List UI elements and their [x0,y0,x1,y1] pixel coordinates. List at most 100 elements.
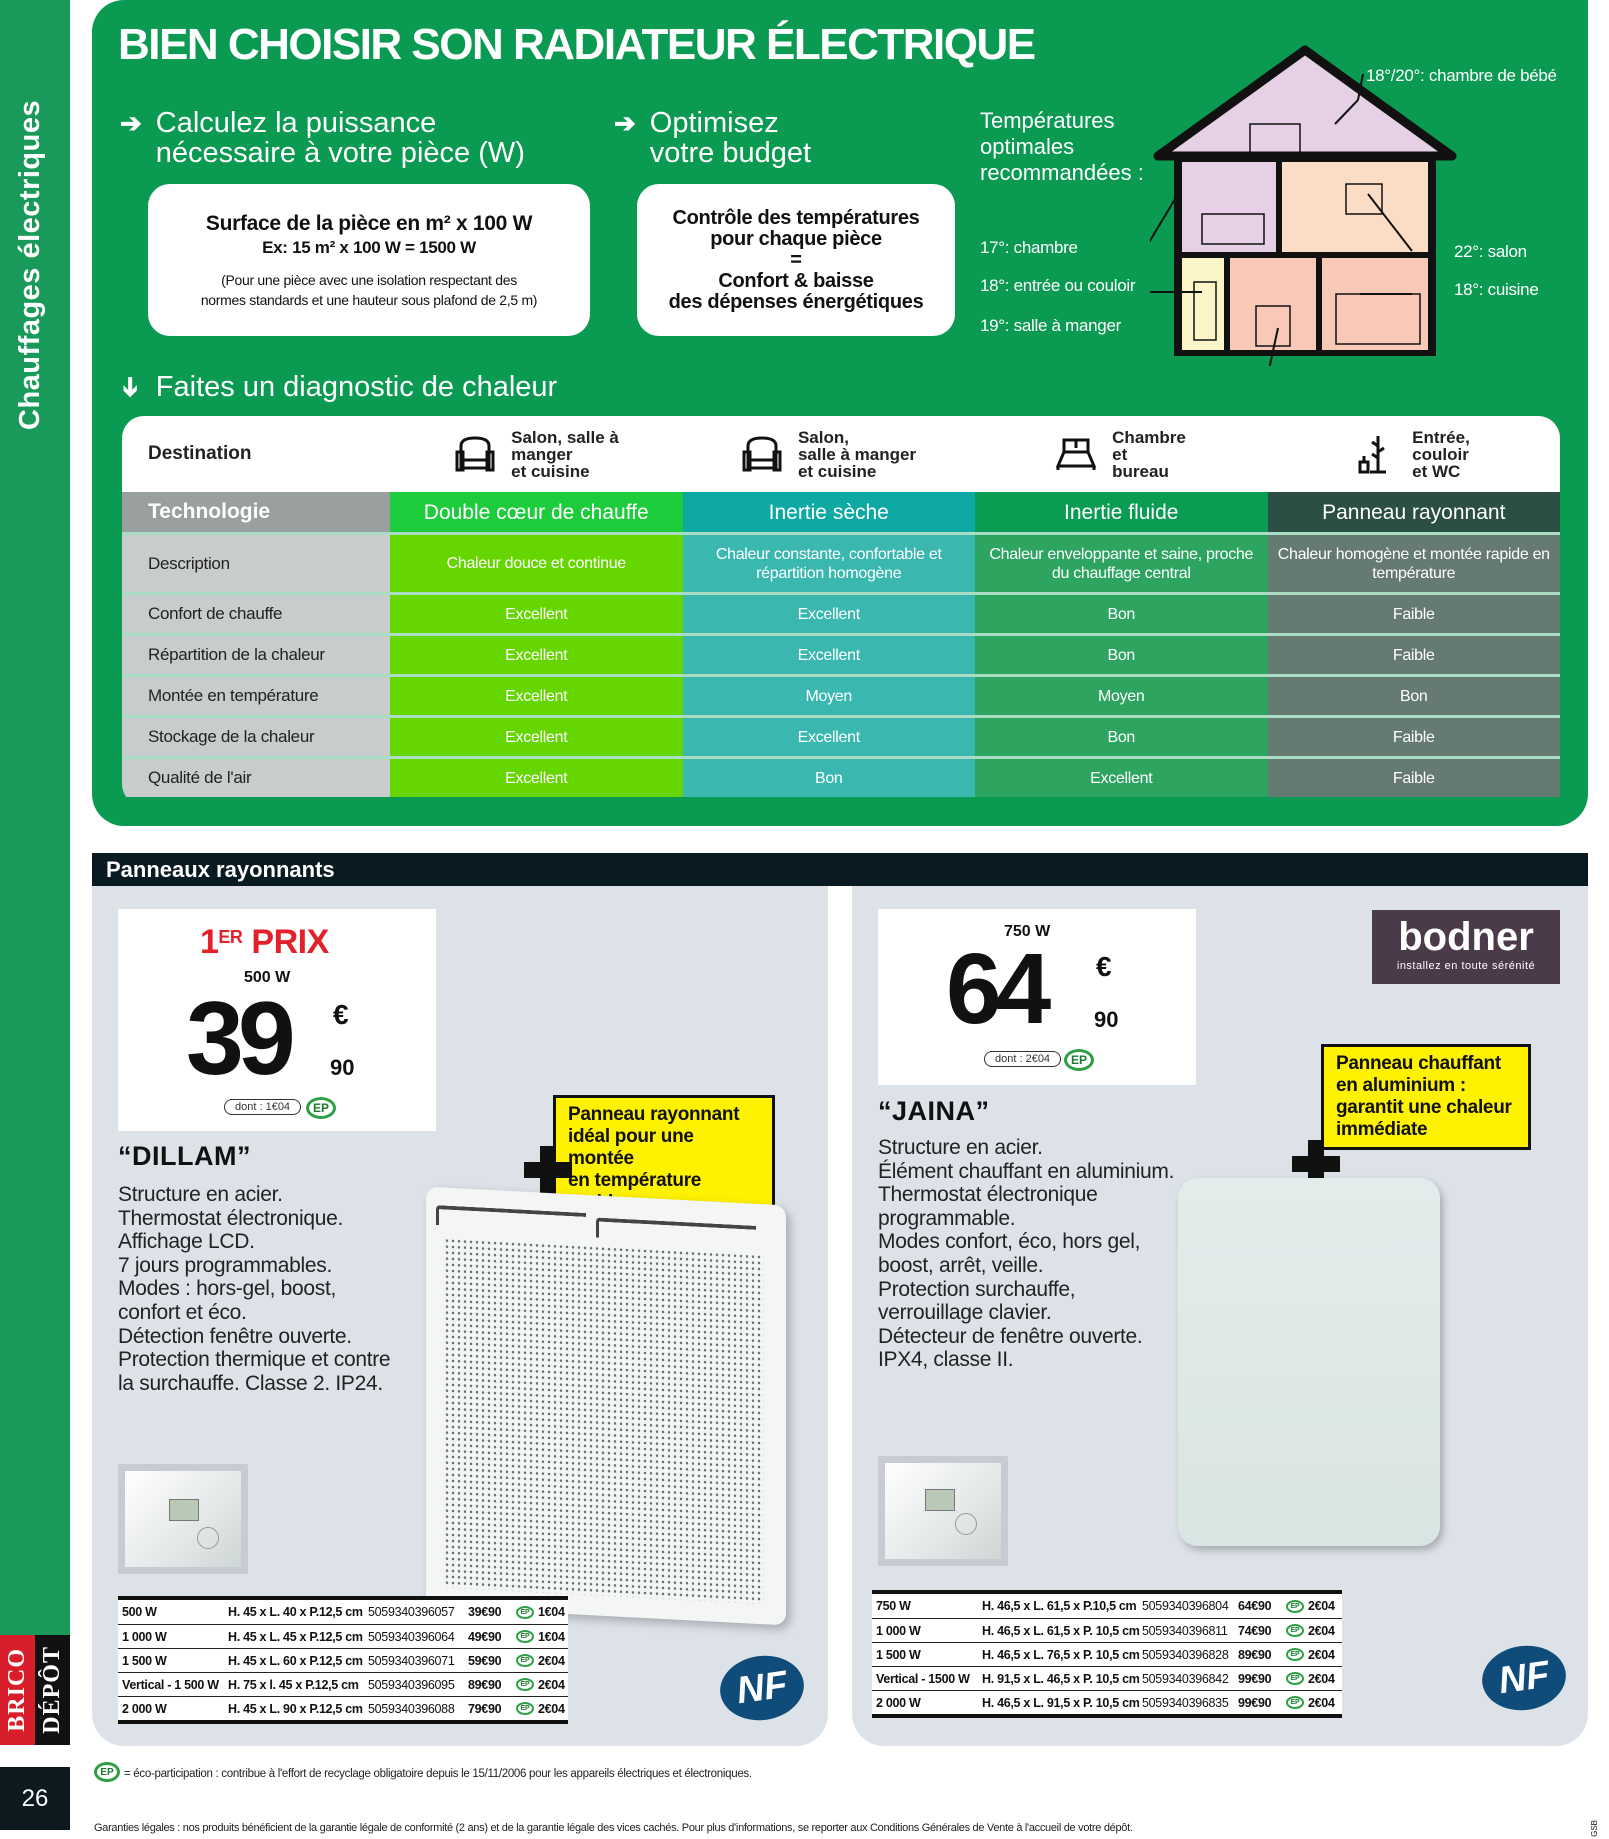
spec-power: 1 500 W [876,1647,921,1662]
destination-cell: Salon, salle à manger et cuisine [682,416,974,492]
arrow-right-icon: ➔ [120,108,142,138]
temp-label-living: 22°: salon [1454,242,1527,261]
spec-price: 74€90 [1238,1623,1272,1638]
spec-eco: 1€04 [538,1605,565,1619]
spec-dimensions: H. 45 x L. 60 x P.12,5 cm [228,1653,363,1668]
spec-row: 1 500 W H. 46,5 x L. 76,5 x P. 10,5 cm 505… [872,1642,1342,1666]
thermostat-thumbnail [118,1464,248,1574]
logo-text-top: BRICO [4,1648,30,1732]
spec-power: 2 000 W [876,1695,921,1710]
spec-table: 750 W H. 46,5 x L. 61,5 x P.10,5 cm 505934… [872,1590,1342,1718]
spec-power: 2 000 W [122,1701,167,1716]
heading-line: votre budget [649,137,812,169]
cell: Bon [1267,677,1560,715]
eco-participation-note: = éco-participation : contribue à l'effo… [124,1768,752,1780]
price-power: 750 W [1004,923,1051,940]
formula-text: Surface de la pièce en m² x 100 W [205,212,533,235]
badge-sup: ER [218,927,243,947]
product-card-dillam: 1ER PRIX 500 W 39 € 90 dont : 1€04 EP “D… [92,886,828,1746]
spec-row: 500 W H. 45 x L. 40 x P.12,5 cm 5059340396… [118,1600,568,1624]
budget-equals: = [790,248,802,271]
spec-row: Vertical - 1 500 W H. 75 x l. 45 x P.12,5… [118,1672,568,1696]
price-cents: 90 [1094,1007,1119,1032]
badge-number: 1 [200,923,219,961]
cell: Faible [1267,595,1560,633]
spec-row: Vertical - 1500 W H. 91,5 x L. 46,5 x P. … [872,1666,1342,1690]
cell: Chaleur homogène et montée rapide en tem… [1267,535,1560,592]
spec-eco: 2€04 [1308,1695,1335,1710]
thermostat-thumbnail [878,1456,1008,1566]
spec-ean: 5059340396057 [368,1605,455,1619]
formula-note: (Pour une pièce avec une isolation respe… [221,272,517,288]
cell: Faible [1267,718,1560,756]
table-row: Stockage de la chaleur Excellent Excelle… [122,715,1560,756]
product-description: Structure en acier. Élément chauffant en… [878,1136,1175,1372]
spec-eco: 2€04 [538,1677,565,1692]
price-currency: € [1096,951,1112,982]
cell: Excellent [390,677,683,715]
destination-text: Salon, salle à manger et cuisine [797,427,917,481]
spec-row: 2 000 W H. 46,5 x L. 91,5 x P. 10,5 cm 505… [872,1690,1342,1714]
nf-certification-icon: NF [1477,1640,1571,1716]
eco-participation: dont : 2€04 [984,1051,1062,1067]
ep-icon: EP [1286,1599,1304,1613]
spec-power: 1 000 W [122,1629,167,1644]
spec-dimensions: H. 45 x L. 40 x P.12,5 cm [228,1605,363,1619]
destination-text: Chambre et bureau [1112,427,1186,481]
spec-price: 89€90 [1238,1647,1272,1662]
page-title: BIEN CHOISIR SON RADIATEUR ÉLECTRIQUE [118,20,1036,69]
arrow-right-icon: ➔ [614,108,636,138]
temp-label-baby-room: 18°/20°: chambre de bébé [1366,66,1557,85]
budget-text: des dépenses énergétiques [668,290,924,313]
ep-icon: EP [516,1702,534,1715]
spec-price: 89€90 [468,1677,502,1692]
spec-ean: 5059340396071 [368,1653,455,1668]
power-formula-box: Surface de la pièce en m² x 100 W Ex: 15… [148,184,590,336]
cell: Faible [1267,636,1560,674]
cell: Bon [975,636,1268,674]
arrow-down-icon: ➔ [115,376,146,398]
spec-dimensions: H. 91,5 x L. 46,5 x P. 10,5 cm [982,1671,1140,1686]
product-card-jaina: 750 W 64 € 90 dont : 2€04 EP bodner inst… [852,886,1588,1746]
print-code: GSB [1590,1820,1599,1837]
tech-double-coeur: Double cœur de chauffe [390,492,683,532]
plus-icon [524,1146,572,1194]
row-label: Confort de chauffe [122,595,390,633]
spec-eco: 2€04 [1308,1647,1335,1662]
spec-dimensions: H. 45 x L. 90 x P.12,5 cm [228,1701,363,1716]
row-label: Qualité de l'air [122,759,390,797]
spec-dimensions: H. 46,5 x L. 61,5 x P. 10,5 cm [982,1623,1140,1638]
coat-rack-icon [1358,436,1387,474]
spec-price: 79€90 [468,1701,502,1716]
row-label: Répartition de la chaleur [122,636,390,674]
plus-icon [1292,1140,1340,1188]
brand-tagline: installez en toute sérénité [1396,960,1536,972]
cell: Excellent [390,759,683,797]
budget-text: pour chaque pièce [710,227,882,250]
spec-price: 99€90 [1238,1671,1272,1686]
formula-note: normes standards et une hauteur sous pla… [200,292,538,308]
spec-ean: 5059340396811 [1142,1623,1228,1638]
price-box: 750 W 64 € 90 dont : 2€04 EP [878,909,1196,1085]
dillam-radiator-image [426,1186,786,1626]
heading-line: nécessaire à votre pièce (W) [155,137,525,169]
spec-dimensions: H. 45 x L. 45 x P.12,5 cm [228,1629,363,1644]
brand-name: bodner [1398,915,1534,959]
spec-price: 39€90 [468,1605,502,1619]
spec-dimensions: H. 46,5 x L. 76,5 x P. 10,5 cm [982,1647,1140,1662]
spec-power: Vertical - 1500 W [876,1671,970,1686]
cell: Bon [682,759,975,797]
feature-callout: Panneau chauffant en aluminium : garanti… [1321,1044,1531,1150]
spec-price: 64€90 [1238,1599,1272,1613]
spec-dimensions: H. 75 x l. 45 x P.12,5 cm [228,1677,359,1692]
nf-certification-icon: NF [715,1650,809,1726]
products-section-header: Panneaux rayonnants [92,853,1588,886]
temp-label-hallway: 18°: entrée ou couloir [980,276,1136,295]
spec-eco: 2€04 [538,1701,565,1716]
spec-ean: 5059340396828 [1142,1647,1229,1662]
house-illustration-icon [1150,45,1457,366]
spec-ean: 5059340396835 [1142,1695,1229,1710]
heading-line: Optimisez [649,107,779,139]
section-heading-power: ➔ Calculez la puissance nécessaire à votr… [120,108,525,168]
section-title: Chauffages électriques [14,99,46,430]
